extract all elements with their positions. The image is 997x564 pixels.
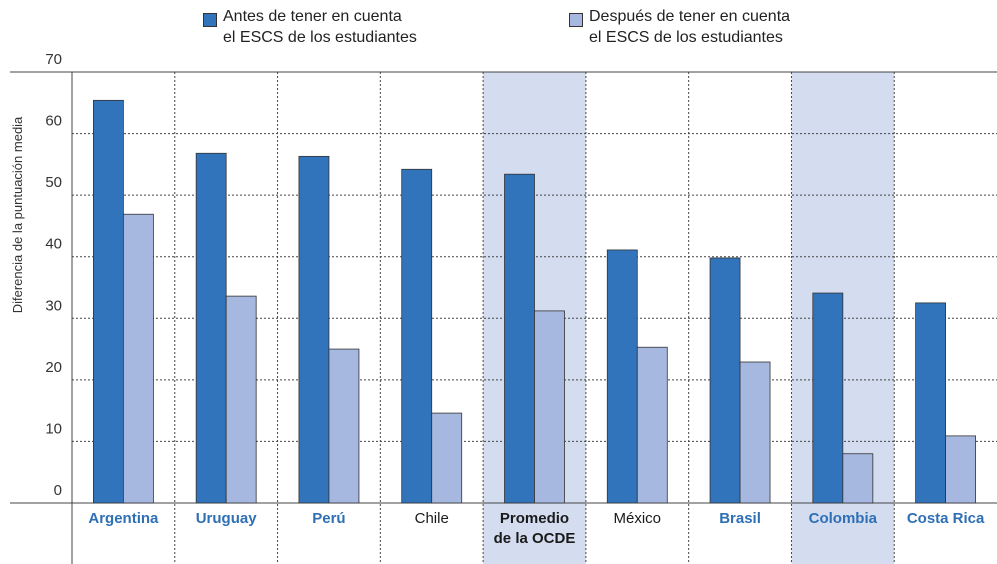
bar	[328, 348, 360, 504]
bar	[636, 346, 668, 504]
bar	[225, 295, 257, 504]
y-tick-label: 50	[45, 174, 62, 191]
y-tick-label: 60	[45, 113, 62, 130]
y-tick-label: 70	[45, 51, 62, 68]
bar	[431, 412, 463, 504]
x-tick-label: Brasil	[719, 510, 761, 527]
bar	[739, 361, 771, 504]
bar	[945, 435, 977, 504]
legend-label: Después de tener en cuenta el ESCS de lo…	[589, 8, 791, 46]
bar	[915, 302, 947, 504]
bar	[298, 155, 330, 504]
x-tick-label: Promedio de la OCDE	[493, 510, 576, 547]
x-tick-label: Perú	[312, 510, 346, 527]
bar	[606, 249, 638, 504]
y-tick-label: 40	[45, 236, 62, 253]
x-tick-label: Argentina	[88, 510, 159, 527]
bar	[122, 213, 154, 504]
bar	[812, 292, 844, 504]
x-tick-label: Colombia	[808, 510, 877, 527]
bar	[709, 257, 741, 504]
y-tick-label: 20	[45, 359, 62, 376]
bar	[504, 173, 535, 504]
bar	[534, 310, 565, 504]
x-tick-label: Uruguay	[195, 510, 257, 527]
bar	[842, 453, 874, 504]
y-tick-label: 10	[45, 420, 62, 437]
x-tick-label: Costa Rica	[906, 510, 985, 527]
legend-label: Antes de tener en cuenta el ESCS de los …	[223, 8, 417, 46]
y-tick-label: 30	[45, 297, 62, 314]
y-axis-label: Diferencia de la puntuación media	[10, 116, 25, 313]
legend-swatch	[569, 13, 583, 27]
bar	[92, 99, 124, 504]
x-tick-label: Chile	[414, 510, 449, 527]
y-tick-label: 0	[54, 482, 62, 499]
bar	[195, 152, 227, 504]
bar	[401, 168, 433, 504]
x-tick-label: México	[613, 510, 662, 527]
legend-swatch	[203, 13, 217, 27]
